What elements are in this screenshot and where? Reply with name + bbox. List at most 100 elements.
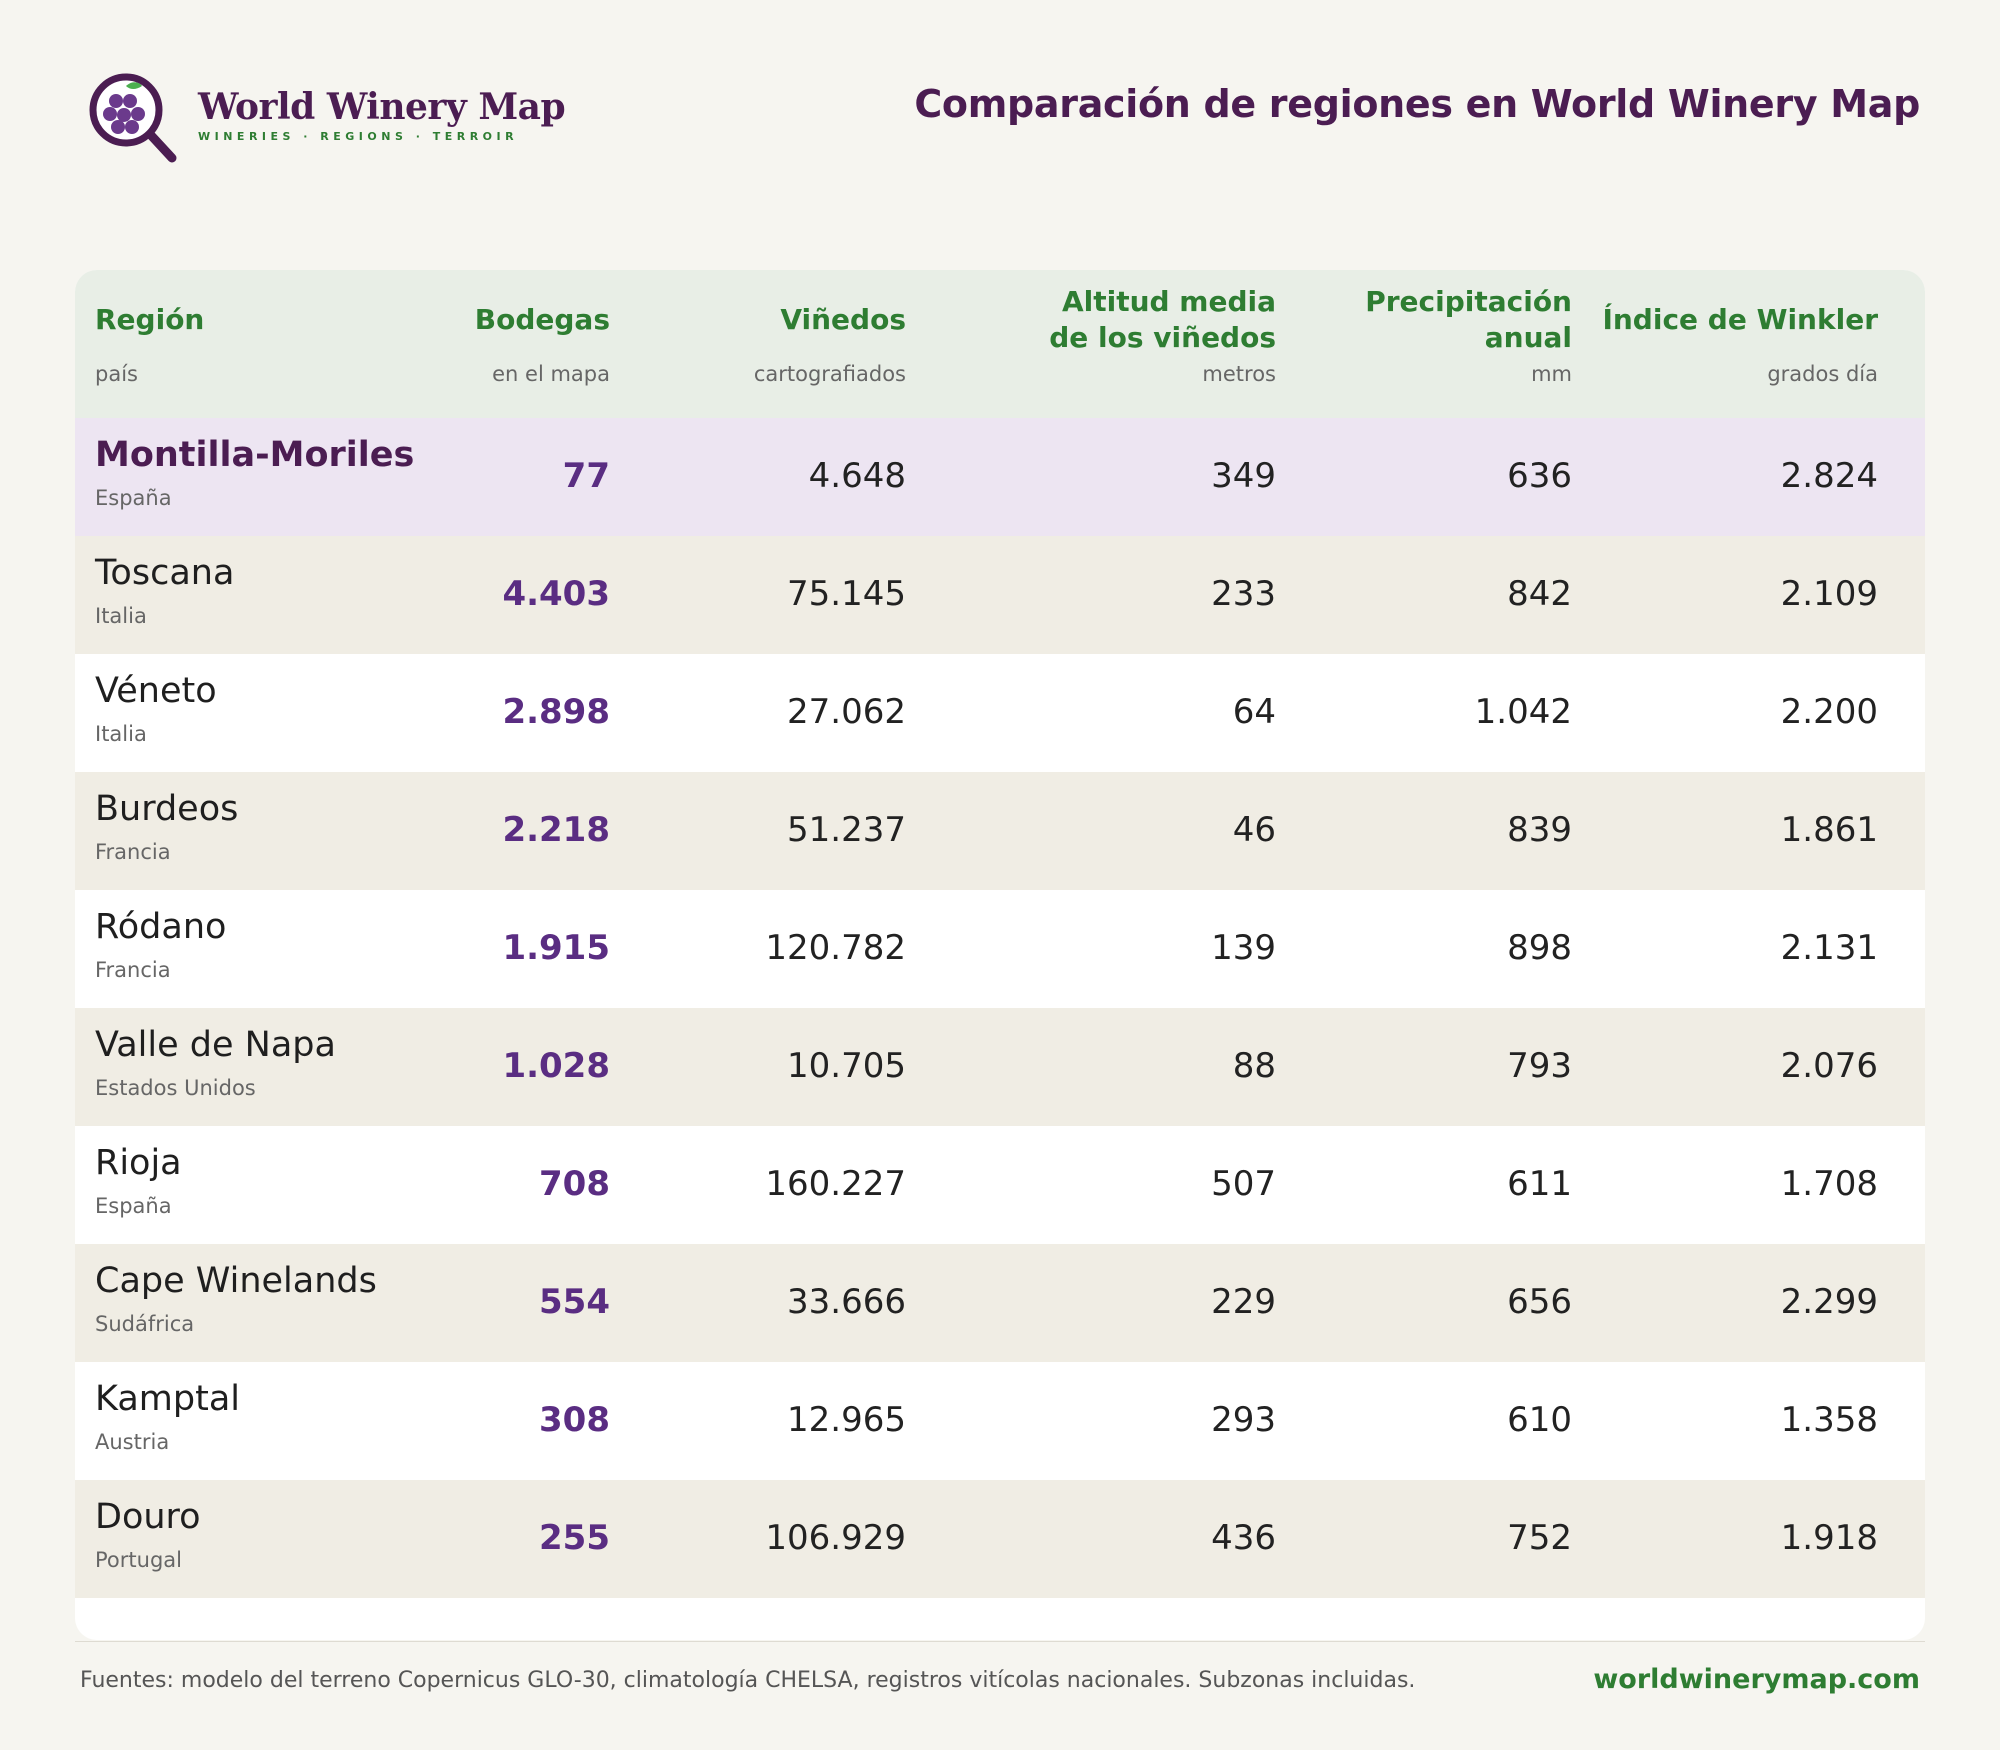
cell-altitud: 233 (1211, 574, 1276, 614)
cell-winkler: 1.358 (1780, 1400, 1878, 1440)
cell-vinedos: 106.929 (765, 1518, 906, 1558)
table-body: Montilla-Moriles España 77 4.648 349 636 2.824… (75, 418, 1925, 1598)
cell-country: Francia (95, 840, 171, 864)
table-row[interactable]: Valle de Napa Estados Unidos 1.028 10.705 88… (75, 1008, 1925, 1126)
cell-altitud: 139 (1211, 928, 1276, 968)
cell-altitud: 507 (1211, 1164, 1276, 1204)
cell-vinedos: 75.145 (787, 574, 906, 614)
brand-name: World Winery Map (198, 86, 566, 128)
cell-precipitacion: 610 (1507, 1400, 1572, 1440)
cell-winkler: 1.861 (1780, 810, 1878, 850)
cell-region: Cape Winelands (95, 1261, 377, 1301)
comparison-table: Región país Bodegas en el mapa Viñedos c… (75, 270, 1925, 1640)
table-row[interactable]: Toscana Italia 4.403 75.145 233 842 2.109 (75, 536, 1925, 654)
cell-bodegas: 4.403 (502, 574, 610, 614)
cell-vinedos: 27.062 (787, 692, 906, 732)
table-row[interactable]: Montilla-Moriles España 77 4.648 349 636 2.824 (75, 418, 1925, 536)
cell-region: Toscana (95, 553, 235, 593)
table-row[interactable]: Cape Winelands Sudáfrica 554 33.666 229 656 2.… (75, 1244, 1925, 1362)
col-header-vinedos: Viñedos (780, 303, 906, 336)
cell-precipitacion: 839 (1507, 810, 1572, 850)
cell-precipitacion: 752 (1507, 1518, 1572, 1558)
cell-region: Véneto (95, 671, 217, 711)
cell-region: Montilla-Moriles (95, 435, 415, 475)
cell-vinedos: 51.237 (787, 810, 906, 850)
cell-altitud: 88 (1232, 1046, 1276, 1086)
cell-vinedos: 12.965 (787, 1400, 906, 1440)
col-header-altitud: Altitud media de los viñedos (1049, 285, 1276, 354)
page-header: World Winery Map WINERIES · REGIONS · TE… (0, 0, 2000, 200)
cell-precipitacion: 656 (1507, 1282, 1572, 1322)
cell-vinedos: 4.648 (808, 456, 906, 496)
col-sub-region: país (95, 362, 138, 386)
cell-country: Italia (95, 722, 147, 746)
table-row[interactable]: Ródano Francia 1.915 120.782 139 898 2.131 (75, 890, 1925, 1008)
cell-country: Sudáfrica (95, 1312, 195, 1336)
cell-country: España (95, 1194, 172, 1218)
cell-region: Douro (95, 1497, 201, 1537)
cell-altitud: 436 (1211, 1518, 1276, 1558)
table-row[interactable]: Véneto Italia 2.898 27.062 64 1.042 2.200 (75, 654, 1925, 772)
brand-tagline: WINERIES · REGIONS · TERROIR (198, 130, 519, 143)
cell-bodegas: 2.218 (502, 810, 610, 850)
cell-country: Italia (95, 604, 147, 628)
cell-winkler: 1.918 (1780, 1518, 1878, 1558)
cell-bodegas: 2.898 (502, 692, 610, 732)
col-sub-altitud: metros (1202, 362, 1276, 386)
col-header-precipitacion: Precipitación anual (1365, 285, 1572, 354)
cell-bodegas: 308 (539, 1400, 610, 1440)
cell-country: Estados Unidos (95, 1076, 256, 1100)
cell-country: España (95, 486, 172, 510)
brand-block[interactable]: World Winery Map WINERIES · REGIONS · TE… (198, 86, 566, 143)
cell-altitud: 46 (1232, 810, 1276, 850)
table-row[interactable]: Kamptal Austria 308 12.965 293 610 1.358 (75, 1362, 1925, 1480)
footer-sources: Fuentes: modelo del terreno Copernicus G… (80, 1668, 1416, 1693)
cell-precipitacion: 636 (1507, 456, 1572, 496)
cell-vinedos: 120.782 (765, 928, 906, 968)
cell-vinedos: 160.227 (765, 1164, 906, 1204)
cell-winkler: 2.131 (1780, 928, 1878, 968)
cell-precipitacion: 611 (1507, 1164, 1572, 1204)
cell-country: Austria (95, 1430, 170, 1454)
cell-region: Ródano (95, 907, 227, 947)
cell-winkler: 1.708 (1780, 1164, 1878, 1204)
col-sub-winkler: grados día (1767, 362, 1878, 386)
cell-precipitacion: 1.042 (1474, 692, 1572, 732)
cell-region: Rioja (95, 1143, 182, 1183)
cell-altitud: 229 (1211, 1282, 1276, 1322)
cell-altitud: 293 (1211, 1400, 1276, 1440)
col-sub-vinedos: cartografiados (753, 362, 906, 386)
footer-url-link[interactable]: worldwinerymap.com (1593, 1664, 1920, 1695)
footer-divider (75, 1641, 1925, 1642)
cell-bodegas: 255 (539, 1518, 610, 1558)
cell-bodegas: 554 (539, 1282, 610, 1322)
table-row[interactable]: Burdeos Francia 2.218 51.237 46 839 1.861 (75, 772, 1925, 890)
cell-winkler: 2.824 (1780, 456, 1878, 496)
table-row[interactable]: Rioja España 708 160.227 507 611 1.708 (75, 1126, 1925, 1244)
cell-bodegas: 1.028 (502, 1046, 610, 1086)
cell-vinedos: 33.666 (787, 1282, 906, 1322)
cell-precipitacion: 793 (1507, 1046, 1572, 1086)
col-header-winkler: Índice de Winkler (1602, 303, 1878, 336)
cell-region: Kamptal (95, 1379, 240, 1419)
cell-bodegas: 1.915 (502, 928, 610, 968)
cell-winkler: 2.200 (1780, 692, 1878, 732)
cell-winkler: 2.076 (1780, 1046, 1878, 1086)
cell-precipitacion: 842 (1507, 574, 1572, 614)
magnifier-grape-icon (89, 73, 177, 163)
col-sub-bodegas: en el mapa (492, 362, 610, 386)
cell-vinedos: 10.705 (787, 1046, 906, 1086)
cell-altitud: 349 (1211, 456, 1276, 496)
col-header-bodegas: Bodegas (474, 303, 610, 336)
cell-altitud: 64 (1232, 692, 1276, 732)
cell-bodegas: 708 (539, 1164, 610, 1204)
cell-country: Portugal (95, 1548, 182, 1572)
table-row[interactable]: Douro Portugal 255 106.929 436 752 1.918 (75, 1480, 1925, 1598)
cell-winkler: 2.109 (1780, 574, 1878, 614)
cell-region: Burdeos (95, 789, 239, 829)
page-title: Comparación de regiones en World Winery … (914, 82, 1920, 126)
col-header-region: Región (95, 303, 205, 336)
cell-precipitacion: 898 (1507, 928, 1572, 968)
col-sub-precipitacion: mm (1531, 362, 1572, 386)
cell-winkler: 2.299 (1780, 1282, 1878, 1322)
